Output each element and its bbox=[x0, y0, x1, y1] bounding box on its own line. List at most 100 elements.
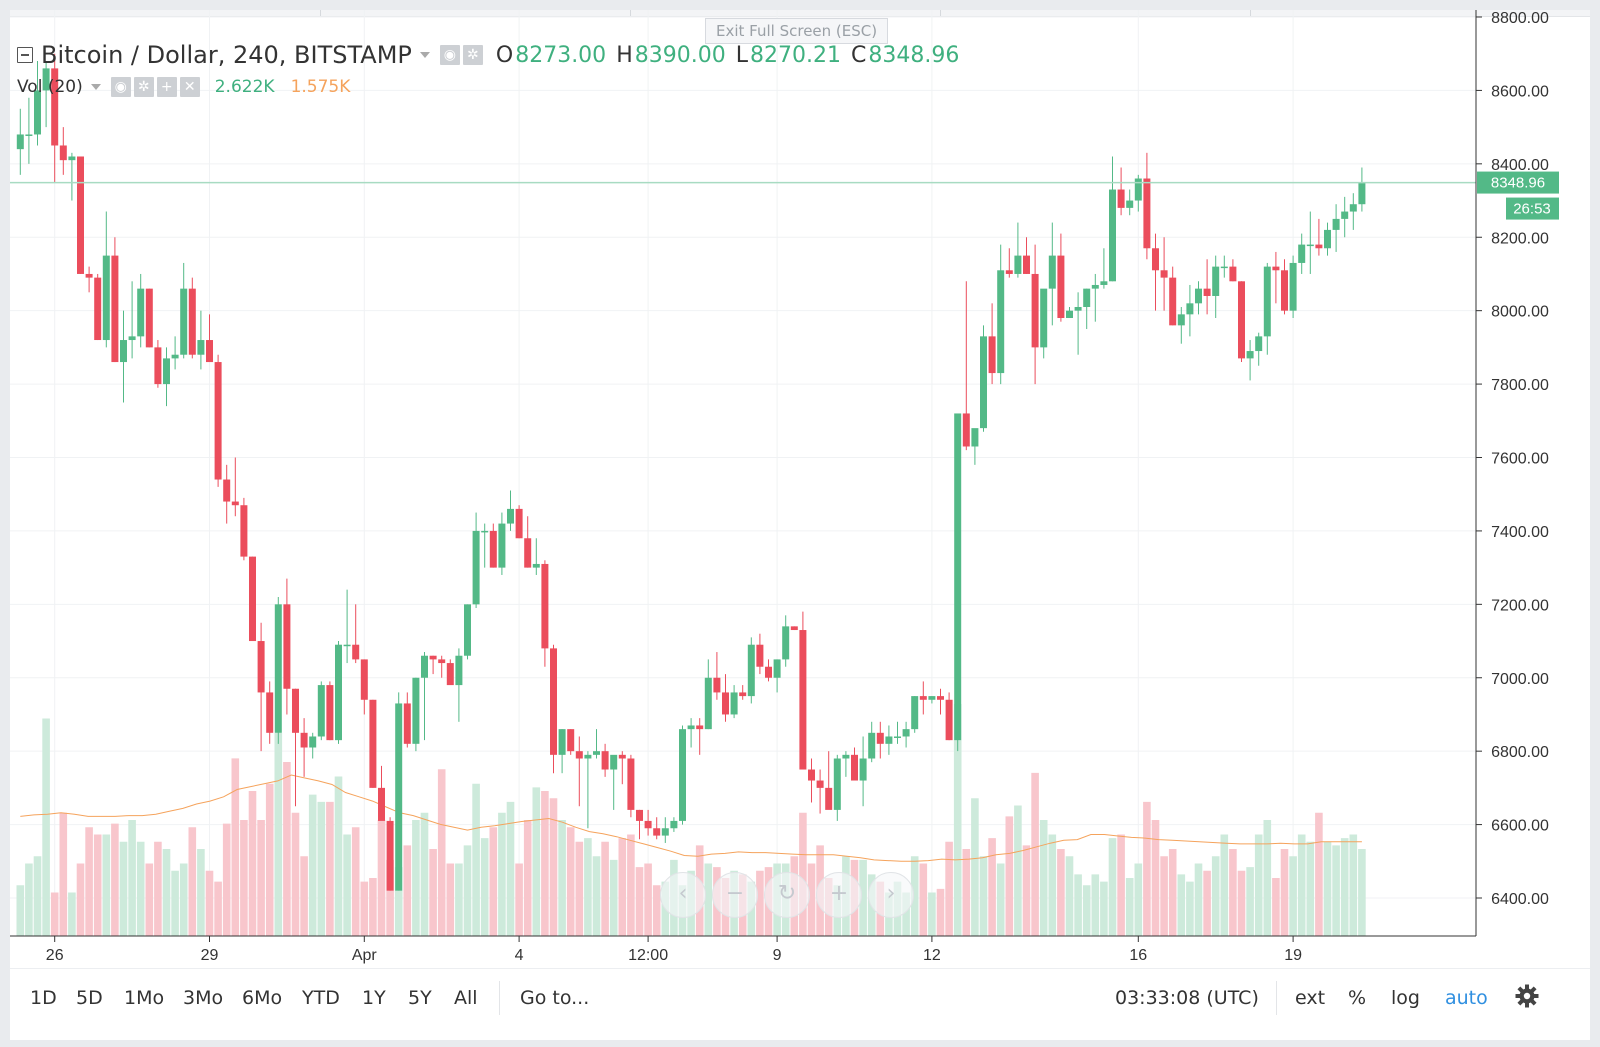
volume-bar bbox=[274, 733, 283, 936]
candle-body bbox=[395, 703, 403, 891]
volume-bar bbox=[558, 820, 566, 936]
exit-fullscreen-button[interactable]: Exit Full Screen (ESC) bbox=[705, 18, 889, 44]
reset-chart-button[interactable]: ↻ bbox=[764, 872, 810, 918]
range-6mo-button[interactable]: 6Mo bbox=[242, 987, 283, 1009]
candle-body bbox=[1169, 277, 1177, 326]
candle bbox=[722, 674, 729, 722]
close-icon[interactable]: ✕ bbox=[179, 77, 200, 97]
candle-body bbox=[1023, 255, 1030, 274]
auto-scale-toggle[interactable]: auto bbox=[1445, 987, 1488, 1009]
volume-ma-line bbox=[20, 774, 1362, 862]
range-all-button[interactable]: All bbox=[454, 987, 478, 1009]
high-value: 8390.00 bbox=[634, 42, 726, 68]
plus-icon[interactable]: + bbox=[156, 77, 177, 97]
last-price-value: 8348.96 bbox=[1491, 175, 1545, 192]
symbol-title[interactable]: Bitcoin / Dollar, 240, BITSTAMP bbox=[41, 41, 412, 69]
volume-bar bbox=[197, 849, 205, 936]
candle-body bbox=[214, 362, 222, 480]
candle bbox=[868, 721, 876, 763]
utc-clock[interactable]: 03:33:08 (UTC) bbox=[1115, 987, 1259, 1009]
volume-bar bbox=[76, 863, 85, 936]
volume-bar bbox=[498, 812, 506, 936]
candle bbox=[1023, 237, 1030, 274]
candle bbox=[326, 681, 334, 741]
candle-body bbox=[567, 729, 575, 752]
volume-bar bbox=[136, 841, 145, 936]
scroll-left-button[interactable]: ‹ bbox=[660, 872, 706, 918]
chart-window: 8800.00 8600.00 8400.00 8200.00 8000.00 7800.… bbox=[10, 10, 1590, 1040]
candle bbox=[378, 765, 385, 821]
candle-body bbox=[498, 523, 506, 568]
collapse-legend-icon[interactable] bbox=[17, 47, 33, 63]
volume-bar bbox=[996, 863, 1005, 936]
price-chart[interactable]: 8800.00 8600.00 8400.00 8200.00 8000.00 7800.… bbox=[10, 10, 1590, 968]
candle-body bbox=[223, 479, 231, 502]
candle bbox=[59, 127, 67, 175]
candle bbox=[1048, 222, 1056, 326]
zoom-in-button[interactable]: + bbox=[816, 872, 862, 918]
volume-bar bbox=[179, 863, 188, 936]
candle bbox=[747, 637, 755, 704]
volume-bar bbox=[1177, 874, 1186, 936]
candle bbox=[670, 817, 678, 832]
volume-bar bbox=[1194, 863, 1203, 936]
extended-hours-toggle[interactable]: ext bbox=[1295, 987, 1326, 1009]
volume-bar bbox=[953, 704, 962, 936]
volume-study-title[interactable]: Vol (20) bbox=[17, 77, 83, 97]
candle-body bbox=[266, 692, 274, 733]
candle bbox=[687, 718, 695, 748]
candle-body bbox=[670, 820, 678, 829]
gear-icon[interactable] bbox=[1514, 983, 1540, 1009]
range-1mo-button[interactable]: 1Mo bbox=[124, 987, 165, 1009]
candle bbox=[34, 61, 41, 146]
range-ytd-button[interactable]: YTD bbox=[302, 987, 340, 1009]
settings-icon[interactable]: ✲ bbox=[133, 77, 154, 97]
range-3mo-button[interactable]: 3Mo bbox=[183, 987, 224, 1009]
candle-body bbox=[378, 787, 385, 821]
range-1y-button[interactable]: 1Y bbox=[362, 987, 386, 1009]
volume-bar bbox=[910, 856, 919, 936]
range-5y-button[interactable]: 5Y bbox=[408, 987, 432, 1009]
candle bbox=[446, 659, 454, 686]
goto-date-button[interactable]: Go to... bbox=[520, 987, 590, 1009]
log-scale-toggle[interactable]: log bbox=[1391, 987, 1420, 1009]
price-tick-label: 7800.00 bbox=[1491, 377, 1549, 394]
candle-body bbox=[980, 336, 987, 429]
time-axis: 26 29 Apr 4 12:00 9 12 16 19 bbox=[46, 936, 1302, 964]
volume-bar bbox=[945, 841, 953, 936]
volume-bar bbox=[412, 820, 420, 936]
candle bbox=[464, 604, 471, 660]
candle-body bbox=[756, 644, 764, 667]
settings-icon[interactable]: ✲ bbox=[462, 45, 483, 65]
volume-bar bbox=[1151, 820, 1160, 936]
candle-body bbox=[773, 659, 781, 678]
candle-body bbox=[1358, 182, 1366, 205]
chevron-down-icon[interactable] bbox=[90, 84, 101, 90]
candle bbox=[515, 505, 523, 539]
candle-body bbox=[163, 358, 170, 385]
eye-icon[interactable]: ◉ bbox=[439, 45, 460, 65]
volume-bar bbox=[111, 823, 119, 936]
candle bbox=[1186, 284, 1194, 337]
candle-body bbox=[1100, 281, 1108, 285]
candle bbox=[756, 633, 764, 675]
range-1d-button[interactable]: 1D bbox=[30, 987, 57, 1009]
candle-body bbox=[937, 696, 944, 700]
candle-body bbox=[94, 277, 102, 341]
candle-series bbox=[16, 53, 1366, 891]
time-tick-label: 29 bbox=[201, 947, 219, 964]
candle-body bbox=[1143, 178, 1151, 249]
eye-icon[interactable]: ◉ bbox=[110, 77, 131, 97]
volume-bar bbox=[807, 863, 816, 936]
volume-bar bbox=[601, 841, 609, 936]
scroll-right-button[interactable]: › bbox=[868, 872, 914, 918]
candle bbox=[876, 721, 884, 759]
zoom-out-button[interactable]: − bbox=[712, 872, 758, 918]
candle-body bbox=[34, 90, 41, 135]
percent-scale-toggle[interactable]: % bbox=[1348, 987, 1367, 1009]
candle bbox=[257, 622, 265, 752]
range-5d-button[interactable]: 5D bbox=[76, 987, 103, 1009]
close-value: 8348.96 bbox=[868, 42, 960, 68]
candle bbox=[283, 578, 291, 715]
chevron-down-icon[interactable] bbox=[419, 52, 430, 58]
